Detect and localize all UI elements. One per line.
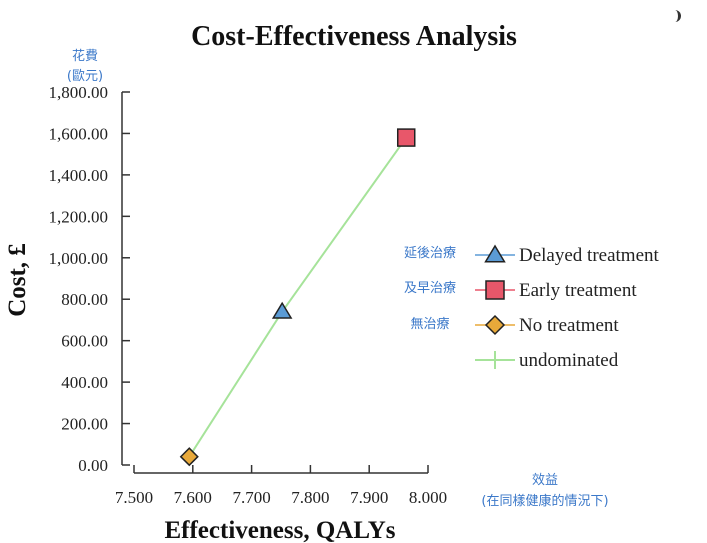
y-tick-label: 1,200.00 [49, 207, 109, 226]
axes [121, 92, 428, 474]
legend: 延後治療 及早治療 無治療 Delayed treatment Early tre… [404, 244, 660, 371]
x-tick-label: 7.600 [174, 488, 212, 507]
y-tick-label: 800.00 [61, 290, 108, 309]
data-point-delayed-treatment [271, 301, 293, 319]
y-tick-label: 1,000.00 [49, 249, 109, 268]
x-tick-label: 7.500 [115, 488, 153, 507]
legend-label-delayed-treatment: Delayed treatment [519, 245, 660, 266]
legend-annotation-early: 及早治療 [404, 281, 456, 296]
y-tick-label: 600.00 [61, 332, 108, 351]
legend-marker-no-treatment [484, 314, 506, 336]
x-tick-label: 8.000 [409, 488, 447, 507]
x-axis-title: Effectiveness, QALYs [164, 517, 395, 543]
y-axis-title: Cost, £ [4, 243, 31, 317]
legend-label-early-treatment: Early treatment [519, 280, 637, 301]
y-tick-label: 200.00 [61, 415, 108, 434]
y-unit-annotation-line2: (歐元) [67, 69, 103, 84]
legend-marker-delayed-treatment [484, 244, 506, 263]
chart-title: Cost-Effectiveness Analysis [191, 21, 517, 52]
legend-marker-early-treatment [485, 280, 505, 300]
y-tick-label: 1,400.00 [49, 166, 109, 185]
x-unit-annotation-line2: (在同樣健康的情況下) [481, 493, 608, 509]
legend-annotation-none: 無治療 [410, 317, 449, 332]
plot-area [179, 128, 416, 467]
y-tick-label: 1,600.00 [49, 124, 109, 143]
data-point-no-treatment [179, 447, 199, 467]
y-tick-label: 400.00 [61, 373, 108, 392]
y-tick-label: 0.00 [78, 456, 108, 475]
x-ticks: 7.500 7.600 7.700 7.800 7.900 8.000 [115, 465, 447, 507]
data-point-early-treatment [396, 128, 416, 147]
x-tick-label: 7.700 [232, 488, 270, 507]
y-ticks: 0.00 200.00 400.00 600.00 800.00 1,000.00 1,20… [49, 83, 130, 475]
legend-annotation-delayed: 延後治療 [404, 246, 456, 261]
legend-label-undominated: undominated [519, 350, 619, 371]
x-tick-label: 7.800 [291, 488, 329, 507]
x-unit-annotation-line1: 效益 [532, 473, 558, 488]
y-unit-annotation-line1: 花費 [72, 48, 98, 64]
corner-mark [668, 10, 681, 22]
x-tick-label: 7.900 [350, 488, 388, 507]
undominated-frontier-line [188, 137, 408, 458]
legend-items: Delayed treatment Early treatment No treat… [475, 244, 660, 371]
legend-label-no-treatment: No treatment [519, 315, 619, 336]
y-tick-label: 1,800.00 [49, 83, 109, 102]
